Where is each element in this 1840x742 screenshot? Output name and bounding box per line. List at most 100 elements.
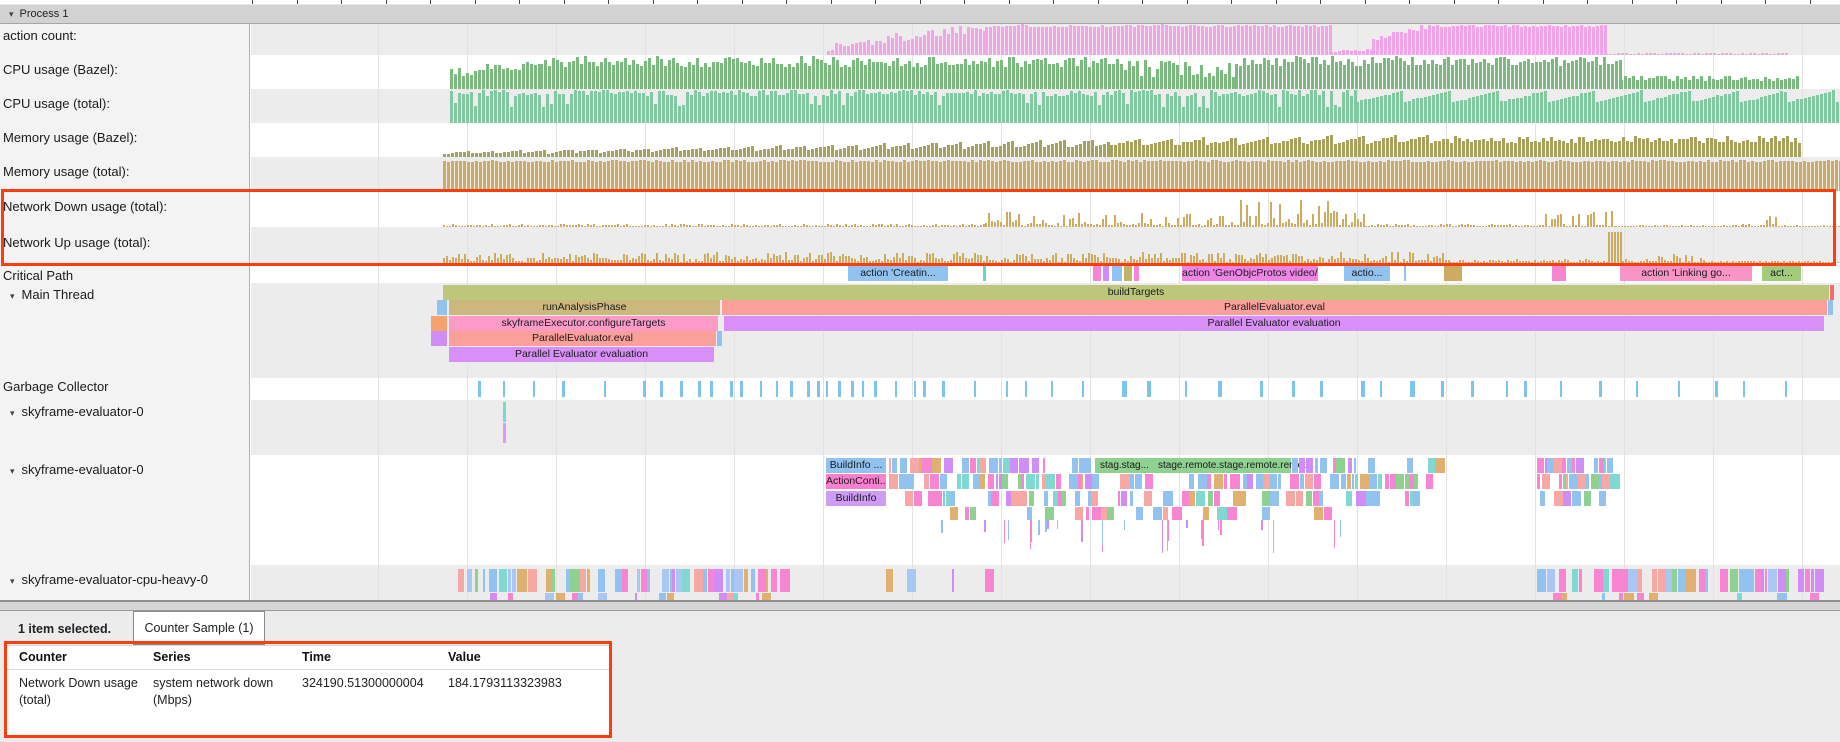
- counter-bar[interactable]: [1402, 142, 1406, 157]
- track-label[interactable]: ▾ skyframe-evaluator-0: [10, 404, 144, 419]
- counter-bar[interactable]: [608, 62, 612, 89]
- counter-bar[interactable]: [1547, 161, 1551, 191]
- counter-bar[interactable]: [923, 160, 927, 191]
- counter-bar[interactable]: [1085, 257, 1088, 263]
- trace-fragment[interactable]: [1018, 474, 1021, 489]
- counter-bar[interactable]: [1615, 61, 1619, 89]
- trace-slice[interactable]: runAnalysisPhase: [449, 300, 720, 315]
- gc-tick[interactable]: [923, 381, 926, 397]
- counter-bar[interactable]: [1583, 160, 1587, 191]
- counter-bar[interactable]: [1519, 261, 1522, 263]
- counter-bar[interactable]: [1747, 161, 1751, 191]
- counter-bar[interactable]: [1632, 92, 1636, 123]
- counter-bar[interactable]: [655, 160, 659, 191]
- counter-bar[interactable]: [786, 92, 790, 123]
- counter-bar[interactable]: [1291, 62, 1295, 89]
- counter-bar[interactable]: [922, 94, 926, 123]
- counter-bar[interactable]: [1090, 224, 1093, 227]
- trace-fragment[interactable]: [544, 593, 554, 600]
- counter-bar[interactable]: [607, 160, 611, 191]
- counter-bar[interactable]: [767, 225, 770, 227]
- counter-bar[interactable]: [716, 62, 720, 89]
- counter-bar[interactable]: [587, 224, 590, 227]
- counter-bar[interactable]: [1440, 224, 1443, 227]
- counter-bar[interactable]: [1186, 214, 1189, 227]
- counter-bar[interactable]: [1111, 224, 1114, 227]
- counter-bar[interactable]: [1218, 142, 1222, 157]
- counter-bar[interactable]: [1039, 223, 1042, 227]
- counter-bar[interactable]: [1424, 29, 1428, 55]
- counter-bar[interactable]: [1053, 26, 1057, 55]
- counter-bar[interactable]: [1103, 252, 1106, 263]
- counter-bar[interactable]: [1055, 253, 1058, 263]
- counter-bar[interactable]: [1331, 161, 1335, 191]
- counter-bar[interactable]: [475, 161, 479, 191]
- counter-bar[interactable]: [1606, 138, 1610, 157]
- counter-bar[interactable]: [1279, 203, 1282, 227]
- counter-bar[interactable]: [1671, 161, 1675, 191]
- counter-bar[interactable]: [767, 148, 771, 157]
- table-header-time[interactable]: Time: [302, 650, 331, 664]
- counter-bar[interactable]: [773, 254, 776, 263]
- counter-bar[interactable]: [956, 252, 959, 263]
- counter-bar[interactable]: [542, 224, 545, 227]
- trace-fragment[interactable]: [1618, 593, 1624, 600]
- counter-bar[interactable]: [1067, 147, 1071, 157]
- counter-bar[interactable]: [704, 254, 707, 263]
- counter-bar[interactable]: [1545, 214, 1548, 227]
- counter-bar[interactable]: [719, 261, 722, 263]
- counter-bar[interactable]: [846, 93, 850, 123]
- trace-fragment[interactable]: [1145, 474, 1154, 489]
- counter-bar[interactable]: [1264, 224, 1267, 227]
- counter-bar[interactable]: [617, 224, 620, 227]
- counter-bar[interactable]: [1181, 27, 1185, 55]
- counter-bar[interactable]: [898, 90, 902, 123]
- counter-bar[interactable]: [1388, 35, 1392, 55]
- trace-fragment[interactable]: [1152, 507, 1163, 520]
- counter-bar[interactable]: [1094, 91, 1098, 123]
- counter-bar[interactable]: [707, 225, 710, 227]
- counter-bar[interactable]: [806, 93, 810, 123]
- counter-bar[interactable]: [1633, 53, 1637, 55]
- counter-bar[interactable]: [554, 257, 557, 263]
- counter-bar[interactable]: [1029, 27, 1033, 55]
- counter-bar[interactable]: [474, 70, 478, 89]
- table-header-series[interactable]: Series: [153, 650, 191, 664]
- gc-tick[interactable]: [502, 381, 506, 397]
- counter-bar[interactable]: [1738, 142, 1742, 157]
- counter-bar[interactable]: [1181, 253, 1184, 263]
- counter-bar[interactable]: [1641, 53, 1645, 55]
- counter-bar[interactable]: [1455, 161, 1459, 191]
- counter-bar[interactable]: [1672, 94, 1676, 123]
- counter-bar[interactable]: [571, 149, 575, 157]
- counter-bar[interactable]: [1118, 259, 1121, 263]
- counter-bar[interactable]: [892, 61, 896, 89]
- counter-bar[interactable]: [483, 160, 487, 191]
- counter-bar[interactable]: [743, 148, 747, 157]
- trace-fragment[interactable]: [989, 457, 999, 473]
- counter-bar[interactable]: [1192, 74, 1196, 89]
- counter-bar[interactable]: [1170, 96, 1174, 123]
- counter-bar[interactable]: [1330, 212, 1333, 227]
- counter-bar[interactable]: [1022, 94, 1026, 123]
- trace-fragment[interactable]: [1214, 474, 1224, 489]
- counter-bar[interactable]: [1824, 93, 1828, 123]
- counter-bar[interactable]: [939, 161, 943, 191]
- counter-bar[interactable]: [1774, 136, 1778, 157]
- counter-bar[interactable]: [1322, 257, 1325, 263]
- counter-bar[interactable]: [1352, 258, 1355, 263]
- counter-bar[interactable]: [482, 90, 486, 123]
- counter-bar[interactable]: [1592, 26, 1596, 55]
- counter-bar[interactable]: [1688, 90, 1692, 123]
- counter-bar[interactable]: [770, 91, 774, 123]
- gc-tick[interactable]: [851, 381, 854, 397]
- counter-bar[interactable]: [635, 160, 639, 191]
- counter-bar[interactable]: [1214, 260, 1217, 263]
- counter-bar[interactable]: [1291, 222, 1294, 227]
- counter-bar[interactable]: [1067, 253, 1070, 263]
- counter-bar[interactable]: [891, 160, 895, 191]
- counter-bar[interactable]: [1116, 58, 1120, 89]
- counter-bar[interactable]: [1588, 26, 1592, 55]
- counter-bar[interactable]: [1726, 260, 1729, 263]
- counter-bar[interactable]: [1384, 37, 1388, 55]
